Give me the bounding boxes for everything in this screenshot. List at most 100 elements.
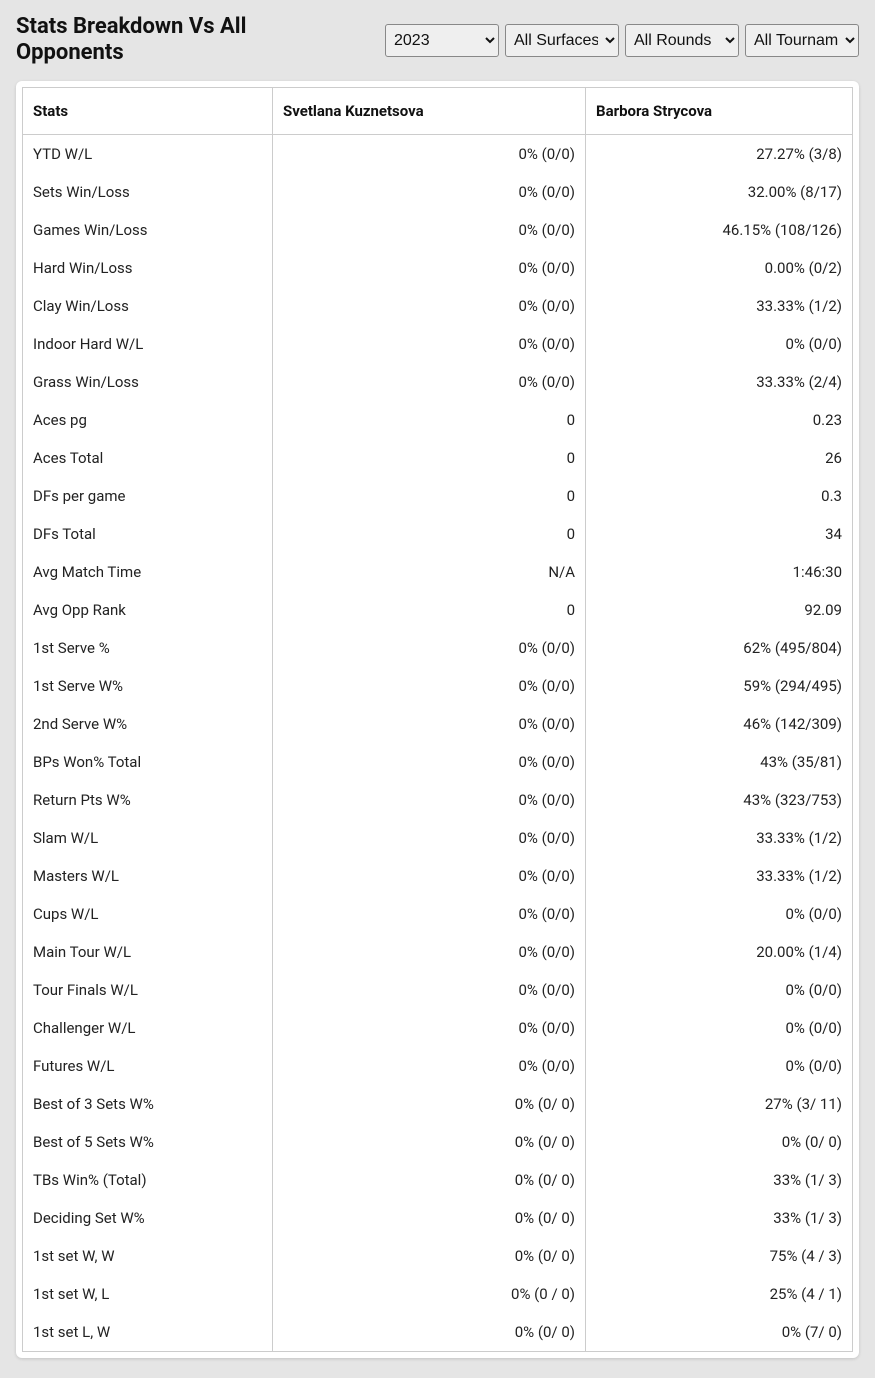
surface-select[interactable]: All Surfaces bbox=[505, 24, 619, 57]
player1-value: 0% (0/0) bbox=[273, 134, 586, 173]
table-row: Avg Opp Rank092.09 bbox=[23, 591, 853, 629]
stat-label: Clay Win/Loss bbox=[23, 287, 273, 325]
player1-value: 0% (0/0) bbox=[273, 211, 586, 249]
player2-value: 0.00% (0/2) bbox=[586, 249, 853, 287]
stat-label: Return Pts W% bbox=[23, 781, 273, 819]
table-row: Deciding Set W%0% (0/ 0)33% (1/ 3) bbox=[23, 1199, 853, 1237]
stats-card: Stats Svetlana Kuznetsova Barbora Stryco… bbox=[16, 81, 859, 1358]
player1-value: 0% (0/ 0) bbox=[273, 1237, 586, 1275]
player2-value: 33.33% (2/4) bbox=[586, 363, 853, 401]
player2-value: 0% (0/ 0) bbox=[586, 1123, 853, 1161]
table-row: Hard Win/Loss0% (0/0)0.00% (0/2) bbox=[23, 249, 853, 287]
stat-label: 2nd Serve W% bbox=[23, 705, 273, 743]
player1-value: 0% (0/0) bbox=[273, 933, 586, 971]
player1-value: 0% (0/0) bbox=[273, 819, 586, 857]
stat-label: 1st set W, W bbox=[23, 1237, 273, 1275]
table-row: Masters W/L0% (0/0)33.33% (1/2) bbox=[23, 857, 853, 895]
table-row: Tour Finals W/L0% (0/0)0% (0/0) bbox=[23, 971, 853, 1009]
table-row: 1st set W, L0% (0 / 0)25% (4 / 1) bbox=[23, 1275, 853, 1313]
stat-label: 1st Serve % bbox=[23, 629, 273, 667]
col-header-player2: Barbora Strycova bbox=[586, 87, 853, 134]
player2-value: 43% (323/753) bbox=[586, 781, 853, 819]
tournament-select[interactable]: All Tournaments bbox=[745, 24, 859, 57]
table-row: 1st Serve %0% (0/0)62% (495/804) bbox=[23, 629, 853, 667]
player2-value: 0.23 bbox=[586, 401, 853, 439]
player1-value: N/A bbox=[273, 553, 586, 591]
table-row: Slam W/L0% (0/0)33.33% (1/2) bbox=[23, 819, 853, 857]
player2-value: 59% (294/495) bbox=[586, 667, 853, 705]
player1-value: 0% (0/0) bbox=[273, 705, 586, 743]
player2-value: 20.00% (1/4) bbox=[586, 933, 853, 971]
stat-label: DFs Total bbox=[23, 515, 273, 553]
table-row: 1st Serve W%0% (0/0)59% (294/495) bbox=[23, 667, 853, 705]
table-row: 1st set L, W0% (0/ 0)0% (7/ 0) bbox=[23, 1313, 853, 1352]
stat-label: BPs Won% Total bbox=[23, 743, 273, 781]
table-header-row: Stats Svetlana Kuznetsova Barbora Stryco… bbox=[23, 87, 853, 134]
player1-value: 0 bbox=[273, 401, 586, 439]
player2-value: 0.3 bbox=[586, 477, 853, 515]
table-row: DFs Total034 bbox=[23, 515, 853, 553]
page-header: Stats Breakdown Vs All Opponents 2023 Al… bbox=[0, 0, 875, 81]
player2-value: 92.09 bbox=[586, 591, 853, 629]
table-row: Sets Win/Loss0% (0/0)32.00% (8/17) bbox=[23, 173, 853, 211]
player2-value: 0% (0/0) bbox=[586, 895, 853, 933]
table-row: 2nd Serve W%0% (0/0)46% (142/309) bbox=[23, 705, 853, 743]
stat-label: Grass Win/Loss bbox=[23, 363, 273, 401]
player2-value: 32.00% (8/17) bbox=[586, 173, 853, 211]
player2-value: 27.27% (3/8) bbox=[586, 134, 853, 173]
round-select[interactable]: All Rounds bbox=[625, 24, 739, 57]
player2-value: 33.33% (1/2) bbox=[586, 819, 853, 857]
table-row: Aces pg00.23 bbox=[23, 401, 853, 439]
player2-value: 0% (0/0) bbox=[586, 1009, 853, 1047]
stat-label: Futures W/L bbox=[23, 1047, 273, 1085]
player1-value: 0% (0/0) bbox=[273, 629, 586, 667]
table-row: Best of 5 Sets W%0% (0/ 0)0% (0/ 0) bbox=[23, 1123, 853, 1161]
player1-value: 0% (0/0) bbox=[273, 857, 586, 895]
player2-value: 1:46:30 bbox=[586, 553, 853, 591]
table-row: Indoor Hard W/L0% (0/0)0% (0/0) bbox=[23, 325, 853, 363]
player1-value: 0% (0/ 0) bbox=[273, 1085, 586, 1123]
table-row: Return Pts W%0% (0/0)43% (323/753) bbox=[23, 781, 853, 819]
player1-value: 0% (0/0) bbox=[273, 971, 586, 1009]
stat-label: 1st Serve W% bbox=[23, 667, 273, 705]
table-row: Avg Match TimeN/A1:46:30 bbox=[23, 553, 853, 591]
player1-value: 0 bbox=[273, 477, 586, 515]
player1-value: 0% (0/0) bbox=[273, 1047, 586, 1085]
table-row: Grass Win/Loss0% (0/0)33.33% (2/4) bbox=[23, 363, 853, 401]
table-row: BPs Won% Total0% (0/0)43% (35/81) bbox=[23, 743, 853, 781]
player2-value: 62% (495/804) bbox=[586, 629, 853, 667]
player2-value: 75% (4 / 3) bbox=[586, 1237, 853, 1275]
player2-value: 33% (1/ 3) bbox=[586, 1199, 853, 1237]
player1-value: 0% (0/0) bbox=[273, 743, 586, 781]
player2-value: 0% (7/ 0) bbox=[586, 1313, 853, 1352]
stats-table: Stats Svetlana Kuznetsova Barbora Stryco… bbox=[22, 87, 853, 1352]
player2-value: 46.15% (108/126) bbox=[586, 211, 853, 249]
table-row: YTD W/L0% (0/0)27.27% (3/8) bbox=[23, 134, 853, 173]
stat-label: Aces pg bbox=[23, 401, 273, 439]
stat-label: Cups W/L bbox=[23, 895, 273, 933]
player1-value: 0% (0/0) bbox=[273, 287, 586, 325]
player2-value: 26 bbox=[586, 439, 853, 477]
player1-value: 0% (0/0) bbox=[273, 781, 586, 819]
stat-label: YTD W/L bbox=[23, 134, 273, 173]
stat-label: Avg Match Time bbox=[23, 553, 273, 591]
year-select[interactable]: 2023 bbox=[385, 24, 499, 57]
player1-value: 0% (0/0) bbox=[273, 173, 586, 211]
stat-label: 1st set W, L bbox=[23, 1275, 273, 1313]
stat-label: Tour Finals W/L bbox=[23, 971, 273, 1009]
stat-label: Games Win/Loss bbox=[23, 211, 273, 249]
player1-value: 0% (0/ 0) bbox=[273, 1123, 586, 1161]
player2-value: 46% (142/309) bbox=[586, 705, 853, 743]
player2-value: 33% (1/ 3) bbox=[586, 1161, 853, 1199]
stat-label: TBs Win% (Total) bbox=[23, 1161, 273, 1199]
stat-label: Masters W/L bbox=[23, 857, 273, 895]
player2-value: 33.33% (1/2) bbox=[586, 857, 853, 895]
table-row: Best of 3 Sets W%0% (0/ 0)27% (3/ 11) bbox=[23, 1085, 853, 1123]
player2-value: 0% (0/0) bbox=[586, 1047, 853, 1085]
player2-value: 27% (3/ 11) bbox=[586, 1085, 853, 1123]
player1-value: 0 bbox=[273, 439, 586, 477]
table-row: TBs Win% (Total)0% (0/ 0)33% (1/ 3) bbox=[23, 1161, 853, 1199]
player2-value: 33.33% (1/2) bbox=[586, 287, 853, 325]
stat-label: Deciding Set W% bbox=[23, 1199, 273, 1237]
stat-label: Avg Opp Rank bbox=[23, 591, 273, 629]
